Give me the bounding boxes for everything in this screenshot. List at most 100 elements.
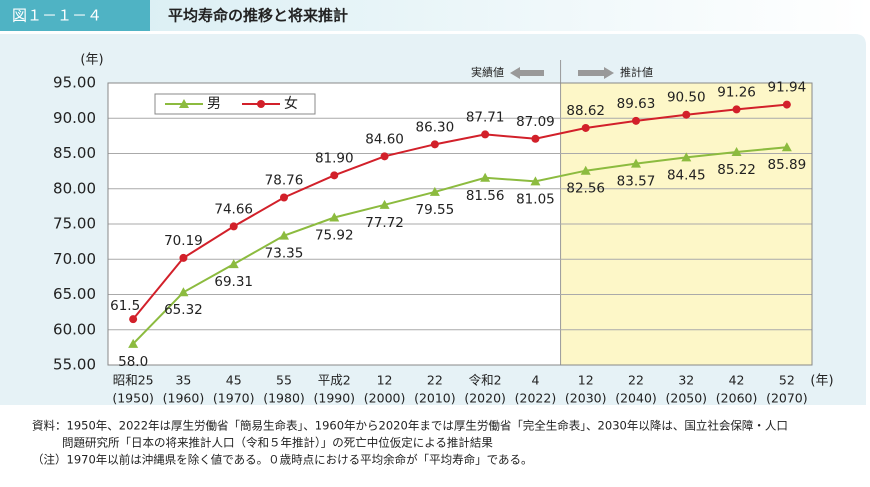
x-tick-label: 35: [175, 373, 191, 388]
note: 問題研究所「日本の将来推計人口（令和５年推計）」の死亡中位仮定による推計結果: [62, 436, 493, 450]
value-label: 70.19: [164, 233, 203, 249]
value-label: 73.35: [265, 246, 304, 262]
x-tick-label: 12: [578, 373, 594, 388]
point: [781, 142, 792, 152]
value-label: 58.0: [118, 354, 148, 370]
point: [531, 134, 540, 143]
note: （注）1970年以前は沖縄県を除く値である。０歳時点における平均余命が「平均寿命…: [32, 453, 533, 467]
x-tick-year: (2060): [716, 391, 758, 406]
value-label: 79.55: [416, 202, 455, 218]
x-tick-year: (2010): [414, 391, 456, 406]
x-tick-year: (2040): [615, 391, 657, 406]
y-tick-label: 70.00: [53, 250, 96, 268]
point: [682, 110, 691, 119]
legend-box: [154, 93, 316, 115]
point: [179, 253, 188, 262]
x-unit: (年): [810, 374, 833, 389]
point: [128, 338, 139, 348]
x-tick-year: (2020): [464, 391, 506, 406]
legend-label: 女: [284, 95, 298, 112]
value-label: 87.71: [466, 109, 505, 125]
x-tick-year: (1970): [213, 391, 255, 406]
value-label: 88.62: [566, 103, 605, 119]
point: [279, 230, 289, 240]
point: [731, 146, 742, 156]
value-label: 65.32: [164, 302, 203, 318]
value-label: 91.26: [717, 84, 756, 100]
series-line: [132, 146, 787, 345]
x-tick-label: 平成2: [318, 373, 351, 388]
x-tick-year: (1980): [263, 391, 305, 406]
value-label: 74.66: [214, 201, 253, 217]
figure-label: 図１－１－４: [12, 7, 102, 25]
x-tick-label: 令和2: [469, 373, 502, 388]
x-tick-year: (2030): [565, 391, 607, 406]
value-label: 81.56: [466, 188, 505, 204]
plot-border: [107, 82, 813, 366]
x-tick-label: 55: [276, 373, 292, 388]
x-tick-year: (1960): [163, 391, 205, 406]
point: [228, 259, 239, 269]
x-tick-year: (2000): [364, 391, 406, 406]
legend-label: 男: [207, 96, 221, 112]
y-tick-label: 60.00: [53, 320, 96, 338]
point: [329, 212, 340, 222]
point: [732, 105, 741, 114]
point: [178, 287, 189, 297]
point: [631, 158, 641, 168]
y-unit: (年): [80, 53, 103, 68]
value-label: 81.90: [315, 150, 354, 166]
x-tick-label: 22: [628, 373, 644, 388]
x-tick-year: (2050): [665, 391, 707, 406]
note: 資料：1950年、2022年は厚生労働省「簡易生命表」、1960年から2020年…: [32, 419, 788, 433]
value-label: 89.63: [617, 96, 656, 112]
value-label: 90.50: [667, 90, 706, 106]
x-tick-label: 42: [729, 373, 745, 388]
point: [580, 165, 591, 175]
point: [430, 140, 439, 149]
x-tick-label: 32: [678, 373, 694, 388]
x-tick-year: (1990): [313, 391, 355, 406]
x-tick-label: 45: [226, 373, 242, 388]
value-label: 82.56: [566, 181, 605, 197]
value-label: 83.57: [617, 174, 656, 190]
point: [681, 152, 692, 162]
y-tick-label: 65.00: [53, 285, 96, 303]
x-tick-label: 昭和25: [113, 373, 154, 388]
arrow-right: [578, 67, 614, 79]
point: [379, 199, 390, 209]
point: [581, 123, 590, 132]
x-tick-year: (2070): [766, 391, 808, 406]
arrow-left: [510, 67, 544, 79]
x-tick-label: 4: [531, 373, 539, 388]
chart-title: 平均寿命の推移と将来推計: [168, 7, 348, 25]
x-tick-label: 12: [377, 373, 393, 388]
y-tick-label: 90.00: [53, 109, 96, 127]
value-label: 75.92: [315, 228, 354, 244]
value-label: 84.60: [365, 131, 404, 147]
value-label: 81.05: [516, 191, 555, 207]
value-label: 84.45: [667, 167, 706, 183]
y-tick-label: 95.00: [53, 74, 96, 92]
point: [229, 222, 238, 231]
x-tick-year: (1950): [112, 391, 154, 406]
point: [380, 152, 389, 161]
y-tick-label: 55.00: [53, 356, 96, 374]
value-label: 91.94: [768, 80, 807, 96]
point: [782, 100, 791, 109]
point: [330, 171, 339, 180]
x-tick-label: 52: [779, 373, 795, 388]
value-label: 85.89: [768, 157, 807, 173]
value-label: 87.09: [516, 114, 555, 130]
actual-label: 実績値: [471, 65, 504, 79]
value-label: 61.5: [110, 298, 140, 314]
point: [129, 315, 138, 324]
x-tick-year: (2022): [515, 391, 557, 406]
value-label: 77.72: [365, 215, 404, 231]
forecast-label: 推計値: [620, 65, 653, 79]
value-label: 78.76: [265, 172, 304, 188]
point: [480, 172, 491, 182]
point: [429, 186, 440, 196]
figure-label-box: [0, 0, 150, 31]
